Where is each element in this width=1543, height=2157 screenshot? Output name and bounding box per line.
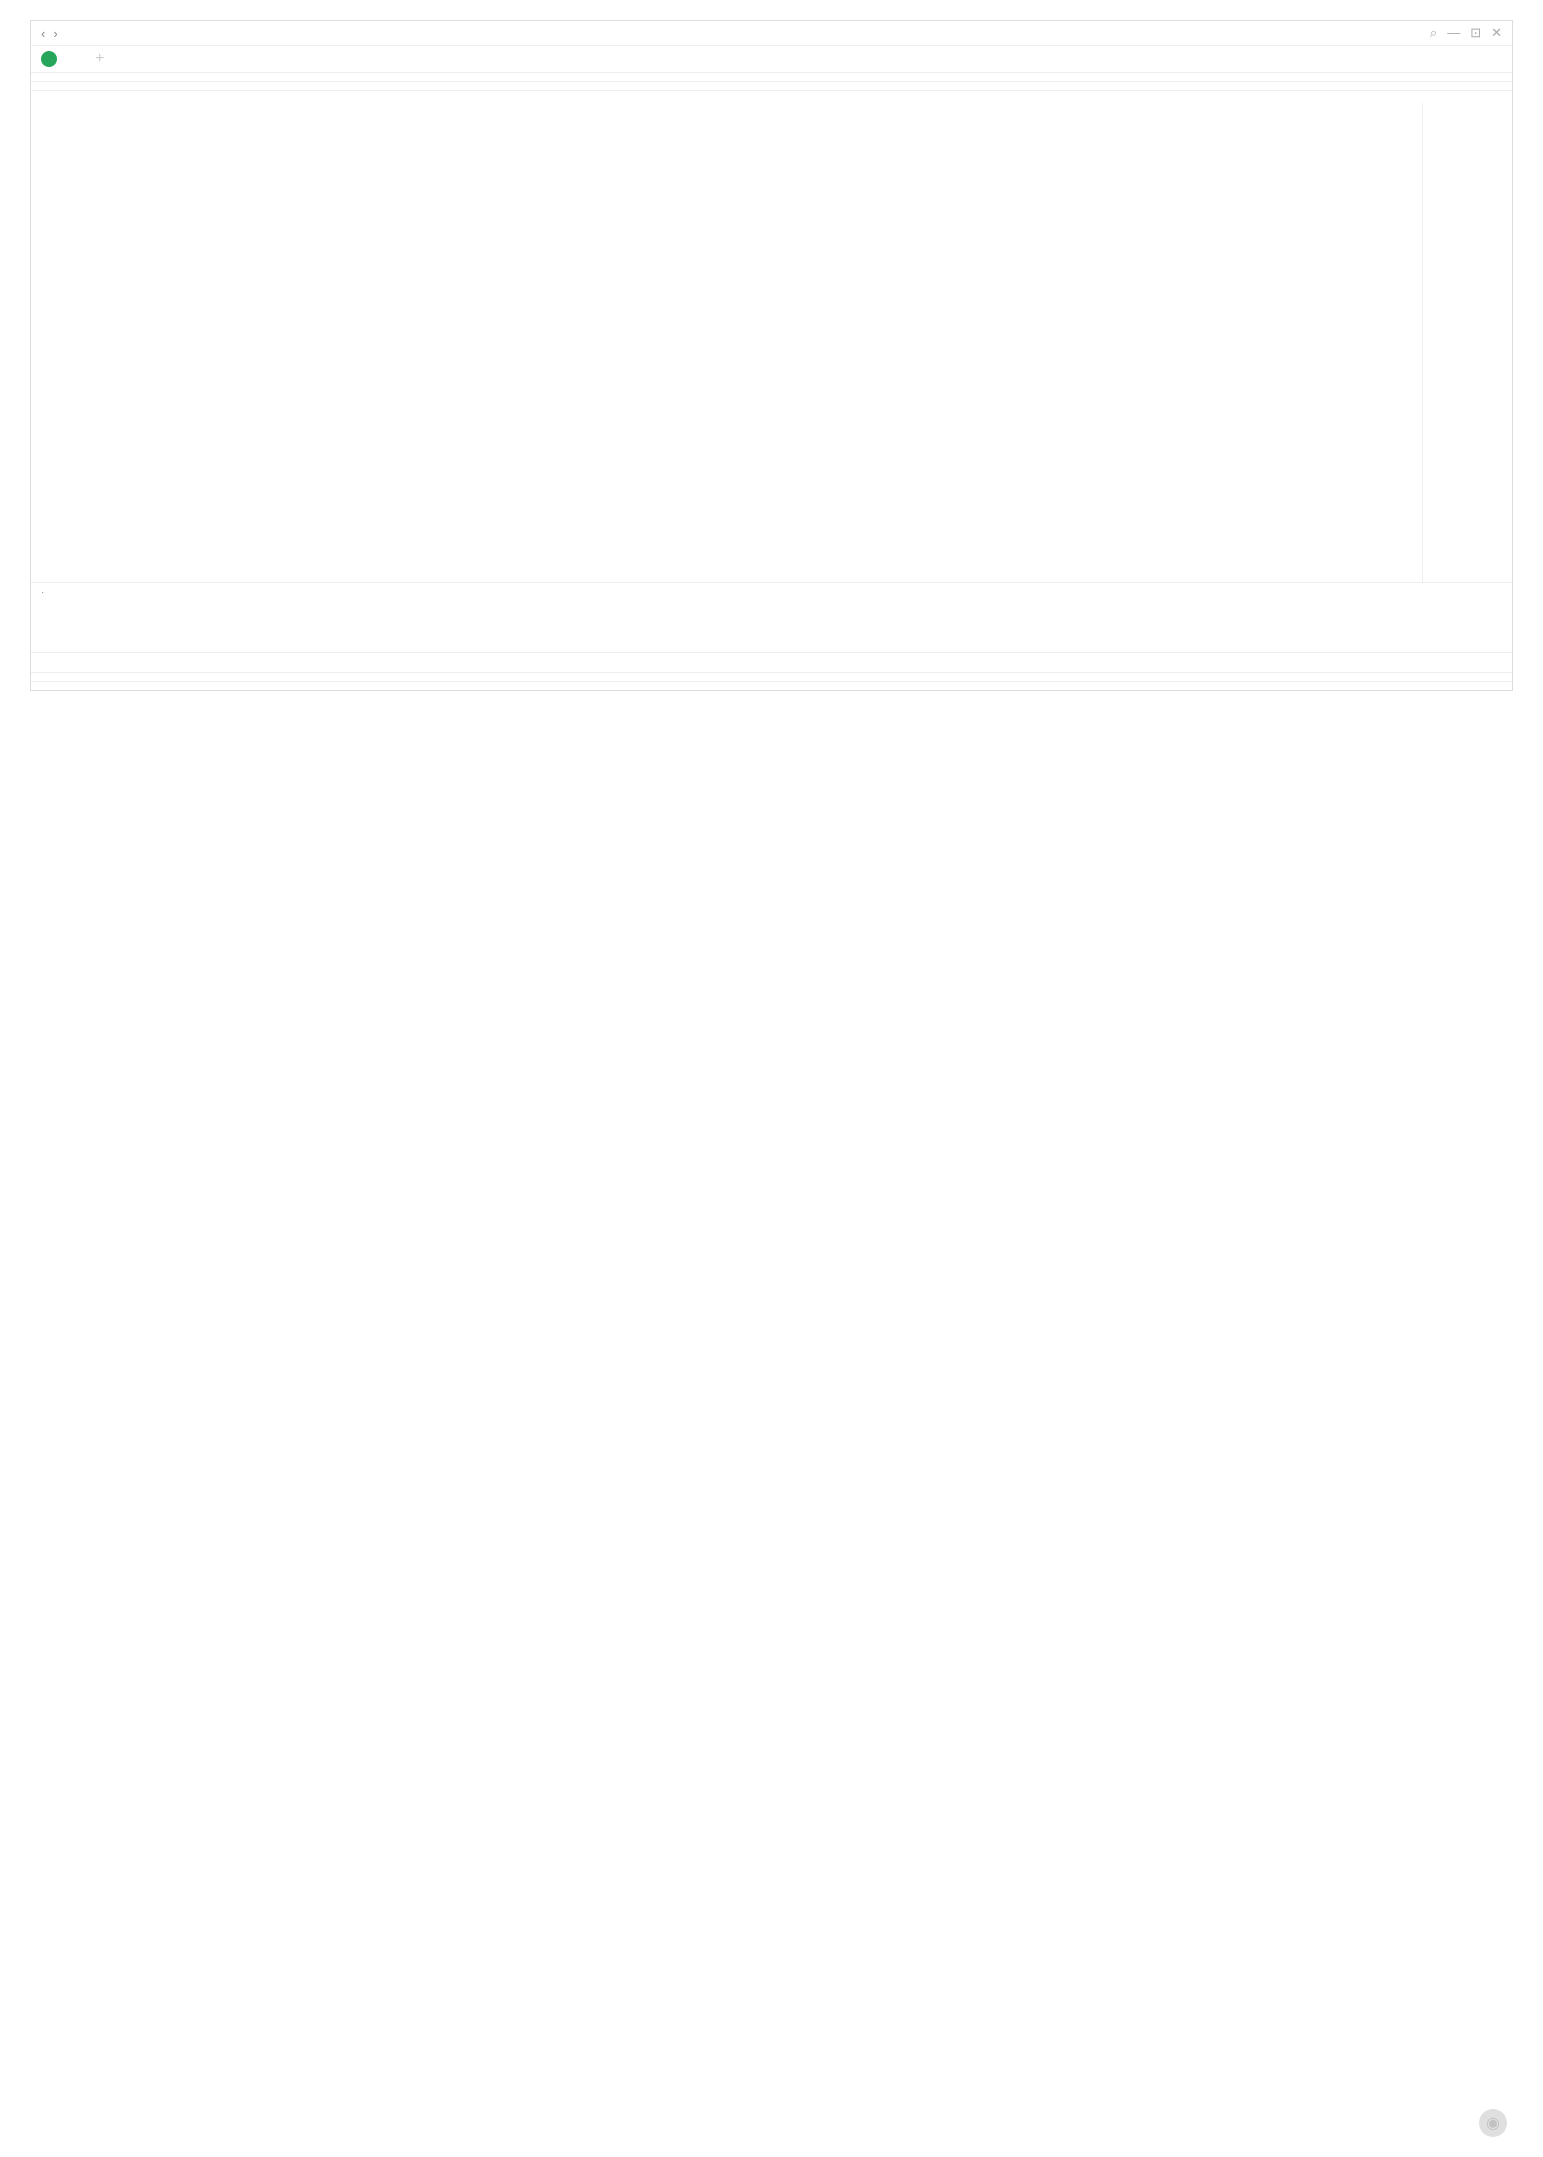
main-toolbar xyxy=(31,73,1512,82)
tabbar: + xyxy=(31,46,1512,73)
macd-label: · xyxy=(41,587,1422,598)
x-axis xyxy=(31,653,1512,673)
bottom-timeframe-row xyxy=(31,682,1512,690)
coin-badge-icon xyxy=(41,51,57,67)
search-icon[interactable]: ⌕ xyxy=(1430,25,1437,41)
add-tab-button[interactable]: + xyxy=(85,50,114,68)
maximize-icon[interactable]: ⊡ xyxy=(1470,25,1481,41)
back-icon[interactable]: ‹ xyxy=(41,26,45,41)
minimize-icon[interactable]: — xyxy=(1447,25,1460,41)
macd-chart xyxy=(41,598,1422,646)
chart-body[interactable] xyxy=(31,103,1512,583)
titlebar: ‹ › ⌕ — ⊡ ✕ xyxy=(31,21,1512,46)
article-body xyxy=(0,711,1543,806)
indicator-row xyxy=(31,673,1512,682)
chart-window: ‹ › ⌕ — ⊡ ✕ + xyxy=(30,20,1513,691)
price-chart[interactable] xyxy=(31,103,1512,582)
weibo-icon: ◉ xyxy=(1479,2109,1507,2137)
watermark: ◉ xyxy=(1479,2109,1513,2137)
close-icon[interactable]: ✕ xyxy=(1491,25,1502,41)
macd-panel[interactable]: · xyxy=(31,583,1512,653)
y-axis xyxy=(1422,103,1512,582)
forward-icon[interactable]: › xyxy=(53,26,57,41)
drawing-toolbar xyxy=(31,82,1512,91)
coin-tab[interactable] xyxy=(41,51,75,67)
